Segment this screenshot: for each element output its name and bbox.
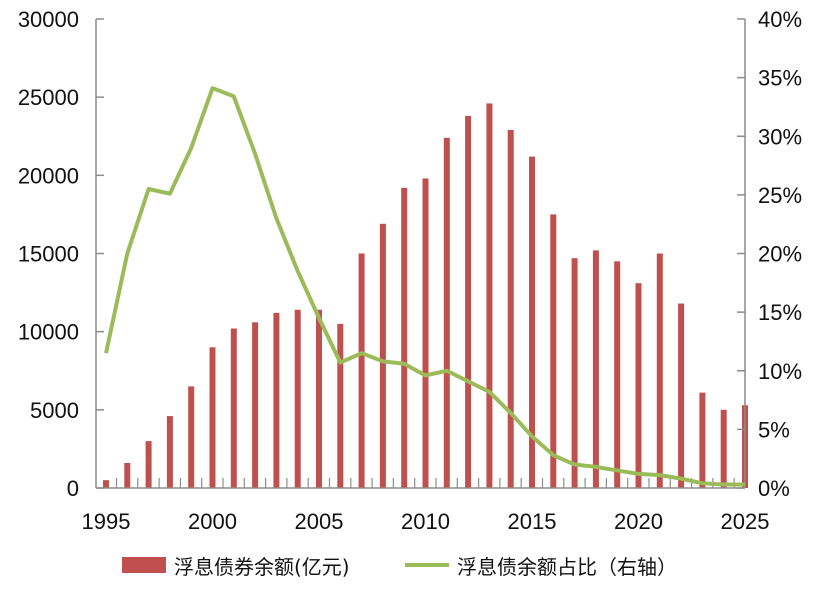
- bar: [230, 328, 237, 488]
- tick-labels-group: 0 5000 10000 15000 20000 25000 30000 0% 5% 10% 15%…: [18, 7, 802, 534]
- bar: [507, 129, 514, 488]
- right-tick-label: 10%: [758, 359, 802, 384]
- bar: [571, 258, 578, 488]
- bars-group: [103, 103, 748, 489]
- right-tick-label: 0%: [758, 476, 790, 501]
- x-tick-label: 2020: [614, 509, 663, 534]
- bar: [166, 416, 173, 488]
- bar: [316, 309, 322, 488]
- right-tick-label: 15%: [758, 300, 802, 325]
- chart: 0 5000 10000 15000 20000 25000 30000 0% 5% 10% 15%…: [18, 7, 802, 534]
- bar: [103, 480, 109, 488]
- bar: [273, 312, 280, 488]
- legend-label-line: 浮息债余额占比（右轴）: [457, 554, 677, 579]
- legend-label-bar: 浮息债券余额(亿元): [174, 554, 350, 579]
- bar: [252, 322, 259, 488]
- series-line: [104, 86, 745, 487]
- bar: [465, 115, 472, 488]
- bar: [592, 250, 599, 488]
- x-tick-label: 2005: [295, 509, 344, 534]
- bar: [699, 392, 706, 488]
- bar: [294, 309, 301, 488]
- bar: [614, 261, 621, 488]
- left-tick-label: 20000: [18, 163, 79, 188]
- right-tick-label: 5%: [758, 417, 790, 442]
- bar: [124, 462, 131, 488]
- right-tick-label: 30%: [758, 124, 802, 149]
- bar: [443, 137, 450, 488]
- x-tick-label: 2025: [721, 509, 770, 534]
- legend: 浮息债券余额(亿元) 浮息债余额占比（右轴）: [0, 548, 831, 582]
- right-tick-label: 35%: [758, 66, 802, 91]
- bar: [529, 156, 535, 488]
- legend-swatch-bar: [122, 557, 166, 573]
- right-tick-label: 25%: [758, 183, 802, 208]
- legend-swatch-line: [405, 563, 449, 567]
- bar: [209, 347, 216, 488]
- left-tick-label: 30000: [18, 7, 79, 32]
- bar: [337, 323, 344, 488]
- bar: [550, 214, 557, 488]
- x-tick-label: 2010: [401, 509, 450, 534]
- bar: [486, 103, 493, 489]
- bar: [401, 187, 408, 488]
- axes-group: [95, 18, 746, 489]
- x-tick-label: 2015: [508, 509, 557, 534]
- left-tick-label: 5000: [30, 398, 79, 423]
- x-tick-label: 2000: [188, 509, 237, 534]
- bar: [422, 178, 429, 488]
- bar: [720, 409, 727, 488]
- right-tick-label: 20%: [758, 242, 802, 267]
- left-tick-label: 0: [67, 476, 79, 501]
- bar: [358, 253, 365, 488]
- bar: [188, 386, 195, 488]
- legend-item-line: 浮息债余额占比（右轴）: [405, 548, 677, 582]
- bar: [656, 253, 663, 488]
- left-tick-label: 10000: [18, 320, 79, 345]
- left-tick-label: 15000: [18, 242, 79, 267]
- bar: [635, 283, 642, 488]
- bar: [145, 441, 152, 488]
- line-group: [104, 86, 745, 487]
- bar: [678, 303, 685, 488]
- bar: [379, 223, 386, 488]
- left-tick-label: 25000: [18, 85, 79, 110]
- right-tick-label: 40%: [758, 7, 802, 32]
- legend-item-bar: 浮息债券余额(亿元): [122, 548, 350, 582]
- x-tick-label: 1995: [82, 509, 131, 534]
